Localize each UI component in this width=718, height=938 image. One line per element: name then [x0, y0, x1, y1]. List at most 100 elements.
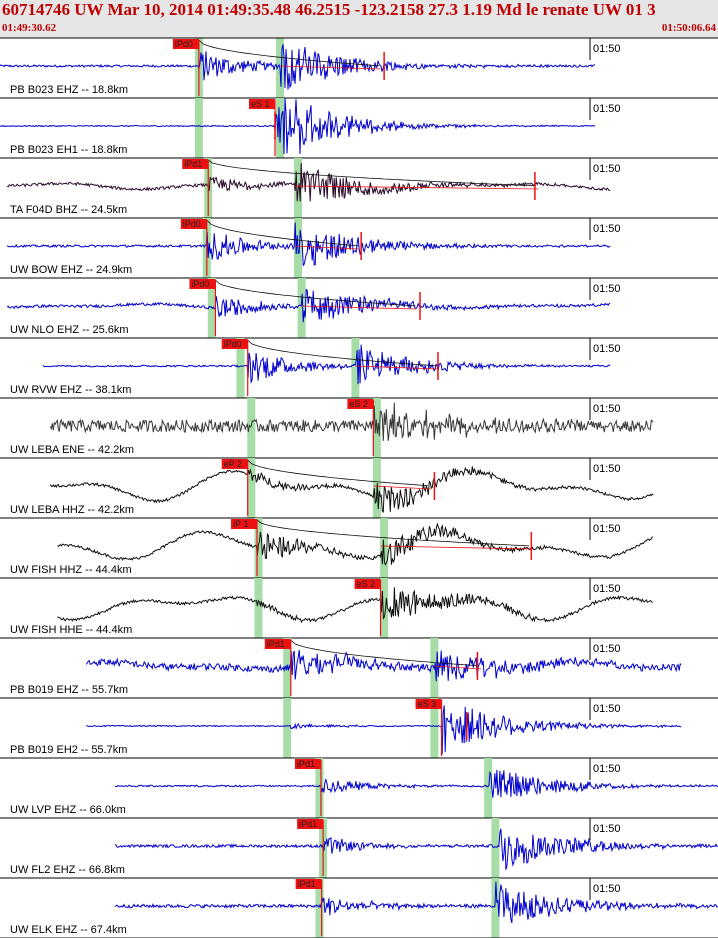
coda-curve — [215, 279, 416, 307]
waveform — [85, 649, 682, 682]
minute-label: 01:50 — [593, 643, 621, 655]
coda-curve — [290, 639, 479, 667]
pick-box — [189, 279, 216, 289]
pick-box — [180, 219, 207, 229]
station-label: PB B019 EH2 -- 55.7km — [10, 744, 127, 756]
coda-curve — [256, 519, 530, 547]
coda-line — [380, 545, 532, 550]
arrival-window — [247, 458, 256, 518]
coda-curve — [206, 219, 359, 247]
arrival-window — [194, 98, 203, 158]
pick-label: iPd0 — [224, 339, 242, 349]
pick-label: eP 2 — [224, 459, 242, 469]
arrival-window — [380, 578, 389, 638]
coda-curve — [247, 339, 436, 367]
minute-label: 01:50 — [593, 763, 621, 775]
pick-box — [221, 339, 248, 349]
minute-label: 01:50 — [593, 823, 621, 835]
waveform — [114, 881, 718, 924]
arrival-window — [236, 338, 245, 398]
minute-label: 01:50 — [593, 223, 621, 235]
minute-label: 01:50 — [593, 463, 621, 475]
arrival-window — [297, 278, 306, 338]
pick-label: eS 3 — [418, 699, 437, 709]
waveform — [86, 705, 682, 755]
arrival-window — [491, 818, 500, 878]
pick-box — [415, 699, 442, 709]
waveform — [42, 344, 611, 385]
minute-label: 01:50 — [593, 343, 621, 355]
waveform — [6, 222, 611, 267]
station-label: UW FL2 EHZ -- 66.8km — [10, 864, 125, 876]
minute-label: 01:50 — [593, 523, 621, 535]
arrival-window — [491, 878, 500, 938]
minute-label: 01:50 — [593, 583, 621, 595]
arrival-window — [484, 758, 493, 818]
pick-box — [172, 39, 199, 49]
waveform — [49, 402, 654, 441]
coda-line — [294, 245, 360, 250]
coda-curve — [247, 459, 428, 487]
station-label: UW LEBA ENE -- 42.2km — [10, 444, 134, 456]
pick-label: eS 2 — [357, 579, 376, 589]
pick-label: iPd1 — [299, 819, 317, 829]
station-label: PB B019 EHZ -- 55.7km — [10, 684, 128, 696]
pick-box — [295, 879, 322, 889]
coda-curve — [198, 39, 379, 67]
coda-line — [373, 485, 431, 490]
pick-label: iPd0 — [175, 39, 193, 49]
station-label: UW LEBA HHZ -- 42.2km — [10, 504, 134, 516]
coda-line — [301, 305, 417, 310]
coda-line — [294, 185, 539, 190]
minute-label: 01:50 — [593, 103, 621, 115]
waveform — [0, 44, 596, 90]
coda-line — [280, 65, 381, 70]
minute-label: 01:50 — [593, 703, 621, 715]
coda-curve — [207, 159, 537, 187]
station-label: UW ELK EHZ -- 67.4km — [10, 924, 127, 936]
waveform — [6, 162, 611, 202]
start-time-label: 01:49:30.62 — [2, 22, 57, 34]
arrival-window — [254, 578, 263, 638]
coda-line — [434, 665, 482, 670]
minute-label: 01:50 — [593, 163, 621, 175]
station-label: UW BOW EHZ -- 24.9km — [10, 264, 132, 276]
station-label: TA F04D BHZ -- 24.5km — [10, 204, 127, 216]
arrival-window — [351, 338, 360, 398]
arrival-window — [283, 698, 292, 758]
pick-box — [221, 459, 248, 469]
arrival-window — [315, 878, 324, 938]
pick-label: iPd0 — [191, 279, 209, 289]
waveform — [57, 587, 653, 624]
pick-box — [248, 99, 275, 109]
pick-box — [264, 639, 291, 649]
pick-box — [354, 579, 381, 589]
pick-box — [294, 759, 321, 769]
event-title: 60714746 UW Mar 10, 2014 01:49:35.48 46.… — [2, 0, 656, 19]
pick-label: iPd1 — [298, 879, 316, 889]
pick-label: eS 2 — [349, 399, 368, 409]
station-label: PB B023 EH1 -- 18.8km — [10, 144, 127, 156]
header-bar: 60714746 UW Mar 10, 2014 01:49:35.48 46.… — [0, 0, 718, 38]
station-label: UW LVP EHZ -- 66.0km — [10, 804, 126, 816]
station-label: UW FISH HHE -- 44.4km — [10, 624, 132, 636]
minute-label: 01:50 — [593, 403, 621, 415]
coda-line — [355, 365, 438, 370]
arrival-window — [247, 398, 256, 458]
waveform — [114, 769, 718, 798]
minute-label: 01:50 — [593, 883, 621, 895]
pick-label: eS 1 — [251, 99, 270, 109]
station-label: PB B023 EHZ -- 18.8km — [10, 84, 128, 96]
pick-label: iPd0 — [183, 219, 201, 229]
pick-box — [182, 159, 209, 169]
pick-label: iP 1 — [233, 519, 248, 529]
waveform — [114, 828, 718, 870]
station-label: UW NLO EHZ -- 25.6km — [10, 324, 129, 336]
station-label: UW FISH HHZ -- 44.4km — [10, 564, 132, 576]
pick-box — [297, 819, 324, 829]
arrival-window — [315, 758, 324, 818]
pick-box — [347, 399, 374, 409]
arrival-window — [283, 638, 292, 698]
station-label: UW RVW EHZ -- 38.1km — [10, 384, 131, 396]
